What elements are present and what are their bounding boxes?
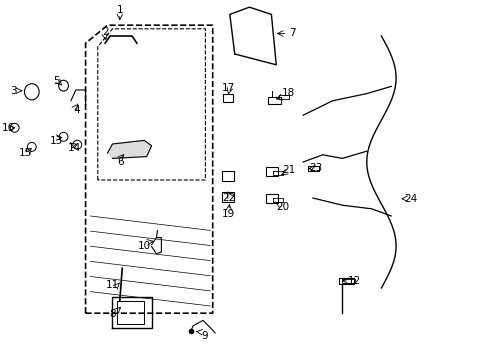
Text: 20: 20 [276,202,288,212]
Bar [338,278,353,284]
Bar [223,94,232,102]
Polygon shape [107,140,151,158]
Text: 18: 18 [281,88,295,98]
Text: 15: 15 [19,148,32,158]
Text: 9: 9 [201,330,207,341]
Bar [117,301,144,324]
Bar [221,171,233,181]
Text: 4: 4 [73,105,80,115]
Text: 2: 2 [102,27,108,37]
Text: 10: 10 [138,240,150,251]
Bar [307,166,318,171]
Text: 7: 7 [288,28,295,39]
Bar [268,97,280,104]
Bar [265,167,277,176]
Text: 8: 8 [109,309,116,319]
Text: 5: 5 [53,76,60,86]
Text: 17: 17 [222,83,235,93]
Text: 1: 1 [116,5,123,15]
Bar [265,194,277,203]
Text: 21: 21 [281,165,295,175]
Text: 11: 11 [105,280,119,290]
Text: 13: 13 [49,136,63,146]
Text: 22: 22 [222,193,235,203]
Text: 19: 19 [222,209,235,219]
Text: 16: 16 [2,123,16,133]
Bar [221,192,233,202]
Text: 14: 14 [67,143,81,153]
Text: 3: 3 [10,86,17,96]
Text: 23: 23 [308,163,322,174]
Text: 6: 6 [117,157,123,167]
Text: 24: 24 [403,194,417,204]
Text: 12: 12 [346,276,360,286]
